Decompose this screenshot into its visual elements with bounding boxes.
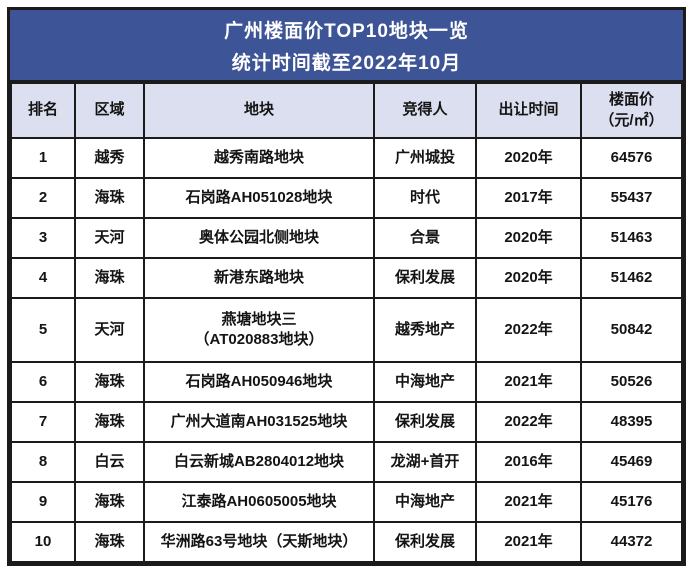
table-header-row: 排名 区域 地块 竞得人 出让时间 楼面价 （元/㎡） bbox=[10, 82, 683, 139]
table-subtitle: 统计时间截至2022年10月 bbox=[231, 52, 462, 74]
cell-district: 海珠 bbox=[74, 401, 145, 443]
cell-year: 2022年 bbox=[475, 297, 582, 363]
table-row: 10 海珠 华洲路63号地块（天斯地块） 保利发展 2021年 44372 bbox=[10, 521, 683, 563]
table-row: 4 海珠 新港东路地块 保利发展 2020年 51462 bbox=[10, 257, 683, 299]
cell-district: 海珠 bbox=[74, 481, 145, 523]
cell-rank: 4 bbox=[10, 257, 76, 299]
cell-district: 白云 bbox=[74, 441, 145, 483]
cell-district: 越秀 bbox=[74, 137, 145, 179]
cell-price: 50842 bbox=[580, 297, 683, 363]
column-header-winner: 竞得人 bbox=[373, 82, 477, 139]
cell-parcel: 奥体公园北侧地块 bbox=[143, 217, 375, 259]
cell-rank: 7 bbox=[10, 401, 76, 443]
cell-parcel: 石岗路AH050946地块 bbox=[143, 361, 375, 403]
cell-year: 2020年 bbox=[475, 257, 582, 299]
cell-winner: 中海地产 bbox=[373, 481, 477, 523]
cell-rank: 6 bbox=[10, 361, 76, 403]
cell-price: 45176 bbox=[580, 481, 683, 523]
cell-winner: 保利发展 bbox=[373, 521, 477, 563]
cell-price: 51462 bbox=[580, 257, 683, 299]
column-header-price: 楼面价 （元/㎡） bbox=[580, 82, 683, 139]
cell-price: 45469 bbox=[580, 441, 683, 483]
cell-parcel: 新港东路地块 bbox=[143, 257, 375, 299]
cell-winner: 合景 bbox=[373, 217, 477, 259]
table-row: 2 海珠 石岗路AH051028地块 时代 2017年 55437 bbox=[10, 177, 683, 219]
cell-parcel: 燕塘地块三 （AT020883地块） bbox=[143, 297, 375, 363]
cell-year: 2020年 bbox=[475, 217, 582, 259]
cell-year: 2016年 bbox=[475, 441, 582, 483]
cell-winner: 中海地产 bbox=[373, 361, 477, 403]
cell-winner: 广州城投 bbox=[373, 137, 477, 179]
table-row: 1 越秀 越秀南路地块 广州城投 2020年 64576 bbox=[10, 137, 683, 179]
table-title: 广州楼面价TOP10地块一览 bbox=[224, 20, 469, 42]
cell-year: 2022年 bbox=[475, 401, 582, 443]
cell-winner: 保利发展 bbox=[373, 401, 477, 443]
table-row: 7 海珠 广州大道南AH031525地块 保利发展 2022年 48395 bbox=[10, 401, 683, 443]
table-row: 9 海珠 江泰路AH0605005地块 中海地产 2021年 45176 bbox=[10, 481, 683, 523]
column-header-year: 出让时间 bbox=[475, 82, 582, 139]
cell-rank: 5 bbox=[10, 297, 76, 363]
cell-parcel: 广州大道南AH031525地块 bbox=[143, 401, 375, 443]
top10-table: 排名 区域 地块 竞得人 出让时间 楼面价 （元/㎡） 1 越秀 越秀南路地块 广州城投 2020年… bbox=[10, 82, 683, 563]
cell-parcel: 江泰路AH0605005地块 bbox=[143, 481, 375, 523]
top10-table-card: 广州楼面价TOP10地块一览 统计时间截至2022年10月 排名 区域 地块 竞得人出… bbox=[7, 7, 686, 566]
cell-district: 海珠 bbox=[74, 177, 145, 219]
cell-rank: 10 bbox=[10, 521, 76, 563]
cell-district: 天河 bbox=[74, 297, 145, 363]
table-title-banner: 广州楼面价TOP10地块一览 统计时间截至2022年10月 bbox=[10, 10, 683, 82]
cell-price: 50526 bbox=[580, 361, 683, 403]
cell-district: 海珠 bbox=[74, 521, 145, 563]
cell-winner: 龙湖+首开 bbox=[373, 441, 477, 483]
cell-rank: 1 bbox=[10, 137, 76, 179]
cell-year: 2017年 bbox=[475, 177, 582, 219]
cell-year: 2021年 bbox=[475, 361, 582, 403]
cell-year: 2021年 bbox=[475, 481, 582, 523]
cell-rank: 9 bbox=[10, 481, 76, 523]
cell-rank: 3 bbox=[10, 217, 76, 259]
cell-district: 海珠 bbox=[74, 257, 145, 299]
table-row: 8 白云 白云新城AB2804012地块 龙湖+首开 2016年 45469 bbox=[10, 441, 683, 483]
cell-rank: 8 bbox=[10, 441, 76, 483]
cell-price: 51463 bbox=[580, 217, 683, 259]
column-header-district: 区域 bbox=[74, 82, 145, 139]
cell-parcel: 华洲路63号地块（天斯地块） bbox=[143, 521, 375, 563]
column-header-rank: 排名 bbox=[10, 82, 76, 139]
cell-parcel: 越秀南路地块 bbox=[143, 137, 375, 179]
table-row: 6 海珠 石岗路AH050946地块 中海地产 2021年 50526 bbox=[10, 361, 683, 403]
cell-district: 海珠 bbox=[74, 361, 145, 403]
column-header-parcel: 地块 bbox=[143, 82, 375, 139]
cell-price: 64576 bbox=[580, 137, 683, 179]
cell-parcel: 白云新城AB2804012地块 bbox=[143, 441, 375, 483]
cell-rank: 2 bbox=[10, 177, 76, 219]
cell-year: 2021年 bbox=[475, 521, 582, 563]
cell-winner: 越秀地产 bbox=[373, 297, 477, 363]
cell-price: 55437 bbox=[580, 177, 683, 219]
cell-winner: 时代 bbox=[373, 177, 477, 219]
cell-parcel: 石岗路AH051028地块 bbox=[143, 177, 375, 219]
cell-price: 44372 bbox=[580, 521, 683, 563]
cell-price: 48395 bbox=[580, 401, 683, 443]
table-row: 5 天河 燕塘地块三 （AT020883地块） 越秀地产 2022年 50842 bbox=[10, 297, 683, 363]
cell-winner: 保利发展 bbox=[373, 257, 477, 299]
cell-district: 天河 bbox=[74, 217, 145, 259]
table-row: 3 天河 奥体公园北侧地块 合景 2020年 51463 bbox=[10, 217, 683, 259]
cell-year: 2020年 bbox=[475, 137, 582, 179]
